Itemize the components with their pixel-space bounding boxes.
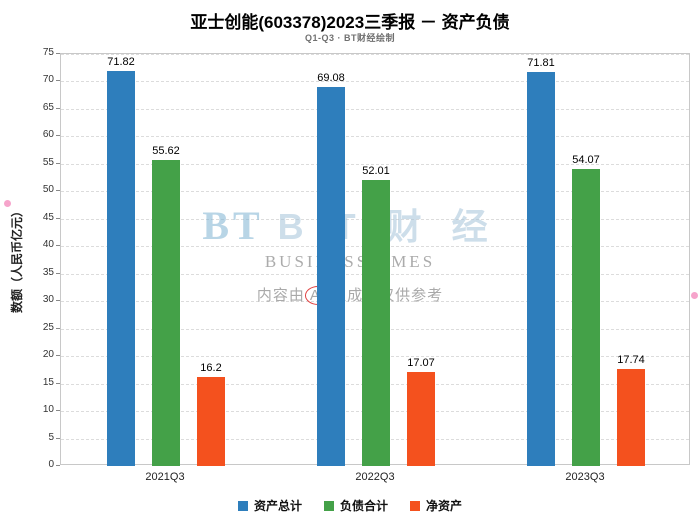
y-tick-label: 75	[42, 47, 54, 58]
legend-label: 净资产	[426, 499, 463, 513]
gridline	[61, 163, 689, 165]
legend-swatch	[237, 500, 248, 511]
bar-资产总计-2022Q3	[317, 86, 345, 466]
legend-item-负债合计: 负债合计	[323, 497, 388, 514]
y-tick-label: 5	[48, 431, 54, 443]
bar-净资产-2021Q3	[197, 377, 225, 466]
y-tick-label: 15	[42, 376, 54, 388]
bar-负债合计-2022Q3	[362, 180, 390, 466]
logo-dot-icon	[691, 292, 698, 299]
y-tick-mark	[56, 162, 60, 164]
chart-title: 亚士创能(603378)2023三季报 － 资产负债	[190, 13, 510, 32]
y-tick-label: 60	[42, 129, 54, 141]
y-tick-mark	[56, 190, 60, 192]
legend-swatch	[323, 500, 334, 511]
y-tick-mark	[56, 53, 60, 54]
legend-swatch	[410, 500, 420, 511]
y-tick-label: 70	[42, 74, 54, 86]
gridline	[61, 108, 689, 110]
legend-item-净资产: 净资产	[410, 497, 462, 514]
y-tick-mark	[56, 465, 60, 466]
bar-资产总计-2021Q3	[107, 71, 135, 466]
y-tick-mark	[56, 272, 60, 274]
y-tick-label: 10	[42, 404, 54, 416]
y-tick-mark	[56, 135, 60, 137]
y-tick-mark	[56, 80, 60, 82]
bar-负债合计-2021Q3	[152, 160, 180, 466]
x-tick-label: 2021Q3	[145, 471, 185, 483]
bar-value-label: 17.07	[407, 357, 435, 370]
y-tick-label: 65	[42, 101, 54, 113]
y-tick-label: 30	[42, 294, 54, 306]
bar-value-label: 69.08	[317, 71, 345, 84]
y-tick-mark	[56, 382, 60, 384]
y-tick-mark	[56, 410, 60, 412]
y-tick-label: 40	[42, 239, 54, 251]
bar-净资产-2022Q3	[407, 372, 435, 466]
bar-value-label: 54.07	[572, 153, 600, 166]
chart-subtitle: Q1-Q3 · BT财经绘制	[304, 33, 395, 43]
y-tick-mark	[56, 217, 60, 219]
gridline	[61, 54, 689, 55]
y-tick-mark	[56, 327, 60, 329]
y-tick-mark	[56, 245, 60, 247]
chart-legend: 资产总计 负债合计 净资产	[0, 497, 700, 514]
bar-value-label: 71.81	[527, 56, 555, 69]
gridline	[61, 81, 689, 83]
bar-value-label: 71.82	[107, 56, 135, 69]
bar-资产总计-2023Q3	[527, 71, 555, 466]
y-tick-mark	[56, 437, 60, 439]
y-tick-label: 45	[42, 211, 54, 223]
y-tick-label: 25	[42, 321, 54, 333]
bar-净资产-2023Q3	[617, 368, 645, 466]
legend-label: 负债合计	[339, 499, 388, 513]
gridline	[61, 136, 689, 138]
x-tick-label: 2023Q3	[565, 471, 605, 483]
y-tick-mark	[56, 107, 60, 109]
y-tick-label: 55	[42, 156, 54, 168]
x-tick-label: 2022Q3	[355, 471, 395, 483]
legend-item-资产总计: 资产总计	[237, 497, 302, 514]
bar-value-label: 52.01	[362, 165, 390, 178]
bar-value-label: 55.62	[152, 145, 180, 158]
plot-area: 71.82 55.62 16.2 69.08 52.01 17.07 71.81 54.07 1…	[60, 53, 690, 466]
y-tick-mark	[56, 355, 60, 357]
y-tick-label: 35	[42, 266, 54, 278]
y-tick-label: 20	[42, 349, 54, 361]
y-tick-label: 50	[42, 184, 54, 196]
legend-label: 资产总计	[253, 499, 302, 513]
y-tick-mark	[56, 300, 60, 302]
bar-value-label: 16.2	[200, 362, 222, 374]
y-tick-label: 0	[48, 459, 54, 470]
bar-负债合计-2023Q3	[572, 168, 600, 466]
bar-value-label: 17.74	[617, 353, 645, 366]
